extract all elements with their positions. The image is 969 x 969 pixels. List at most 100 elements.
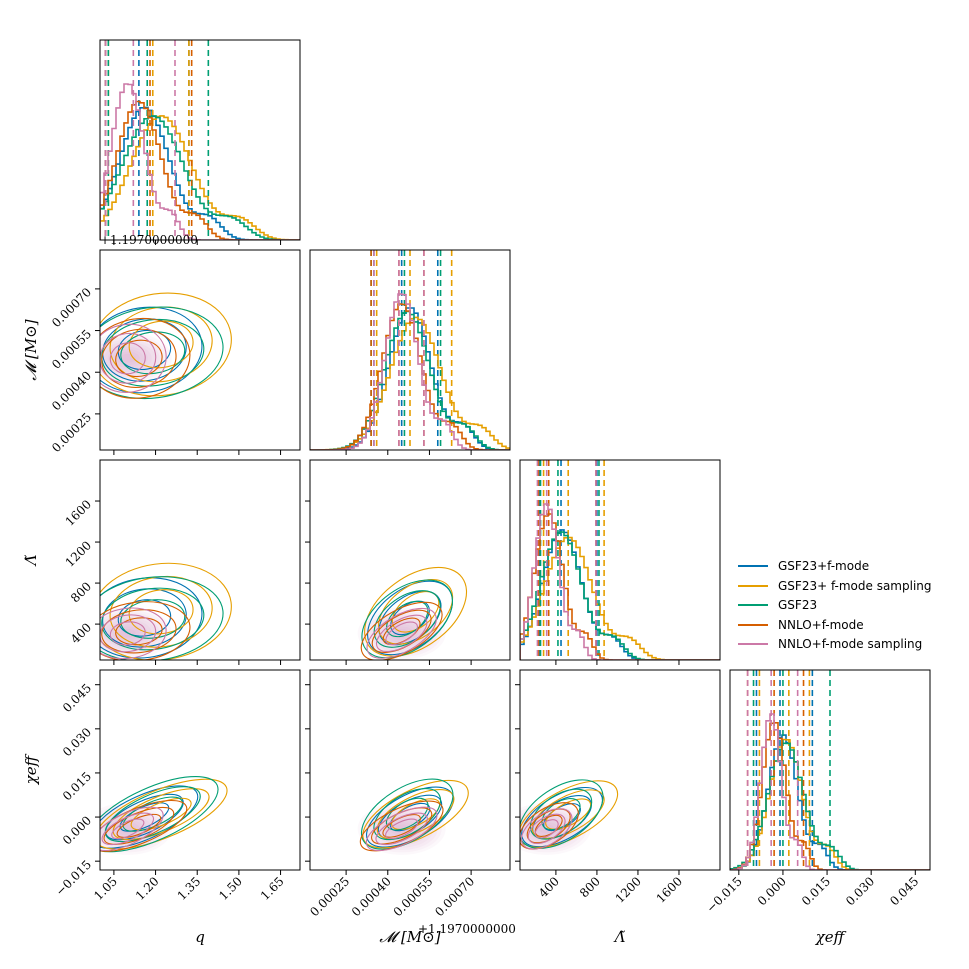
contour-mc-lt-series-4-0 [385, 621, 418, 646]
contour-q-lt-series-3-1 [101, 609, 177, 654]
density-shade [115, 822, 140, 836]
legend: GSF23+f-mode GSF23+ f-mode sampling GSF2… [738, 559, 932, 651]
x-tick-label-chi-1: 0.000 [755, 874, 789, 908]
density-shade [100, 812, 156, 846]
contour-q-lt-series-2-2 [100, 576, 224, 660]
x-tick-label-chi-2: 0.015 [799, 874, 833, 908]
y-tick-label-chi-3: 0.030 [60, 725, 94, 759]
contour-q-chi-series-2-0 [122, 796, 184, 832]
histogram-q-series-3 [100, 100, 300, 240]
panel-frame-q-lt [99, 459, 301, 661]
legend-entry-1: GSF23+ f-mode sampling [778, 579, 932, 593]
contour-mc-lt-series-3-2 [360, 601, 443, 660]
histogram-q-series-0 [100, 106, 300, 240]
contour-q-lt-series-3-2 [100, 601, 191, 660]
contour-q-chi-series-1-0 [130, 797, 192, 831]
contour-q-chi-series-1-2 [100, 778, 228, 850]
histogram-mc-series-4 [310, 293, 510, 450]
y-tick-label-mc-0: 0.00025 [49, 410, 94, 455]
y-tick-label-mc-3: 0.00070 [49, 285, 94, 330]
panel-frame-lt-lt [519, 459, 721, 661]
x-tick-label-mc-2: 0.00055 [391, 874, 436, 919]
x-tick-label-lt-2: 1200 [613, 874, 644, 905]
y-tick-label-lt-1: 800 [68, 579, 94, 605]
panel-frame-mc-lt [309, 459, 511, 661]
y-tick-label-lt-0: 400 [68, 620, 94, 646]
panel-chi-chi-content [730, 670, 930, 870]
contour-mc-chi-series-1-2 [362, 779, 469, 849]
histogram-lt-series-4 [520, 503, 720, 660]
panel-mc-mc-content [310, 250, 510, 450]
contour-q-mc-series-2-0 [120, 331, 186, 375]
histogram-q-series-1 [100, 115, 300, 240]
y-tick-label-chi-2: 0.015 [60, 769, 94, 803]
panel-lt-chi-content [520, 779, 619, 855]
contour-q-chi-series-3-2 [100, 799, 188, 852]
x-axis-label-lt: Λ̃ [613, 928, 626, 946]
panel-q-lt-content [100, 562, 232, 660]
x-tick-label-mc-3: 0.00070 [432, 874, 477, 919]
x-tick-label-lt-0: 400 [536, 874, 562, 900]
panel-q-mc-content [100, 292, 232, 400]
y-tick-label-chi-4: 0.045 [60, 681, 94, 715]
contour-mc-lt-series-4-2 [366, 607, 437, 659]
contour-mc-chi-series-4-2 [365, 806, 438, 852]
panel-q-q-content [100, 40, 300, 240]
contour-q-mc-series-4-2 [100, 323, 167, 393]
x-tick-label-q-2: 1.35 [175, 874, 204, 903]
y-tick-label-chi-0: −0.015 [53, 857, 94, 898]
panel-frame-q-q [99, 39, 301, 241]
panel-frame-q-mc [99, 249, 301, 451]
density-shade [111, 349, 144, 368]
histogram-q-series-4 [100, 83, 300, 240]
contour-q-chi-series-4-2 [100, 806, 164, 852]
legend-entry-3: NNLO+f-mode [778, 618, 864, 632]
contour-q-chi-series-2-1 [104, 786, 201, 843]
mc-offset-label-bottom: +1.1970000000 [418, 922, 516, 936]
x-tick-label-q-3: 1.50 [216, 874, 245, 903]
histogram-chi-series-4 [730, 713, 930, 870]
contour-q-lt-series-4-2 [100, 607, 167, 660]
contour-q-mc-series-3-1 [101, 328, 177, 388]
contour-lt-chi-series-1-0 [545, 798, 592, 830]
contour-q-chi-series-4-1 [101, 812, 155, 846]
histogram-chi-series-1 [730, 738, 930, 870]
y-tick-label-mc-1: 0.00040 [49, 368, 94, 413]
panel-frame-mc-chi [309, 669, 511, 871]
x-axis-label-chi: χeff [815, 928, 847, 946]
panel-mc-chi-content [357, 778, 469, 855]
x-tick-label-chi-3: 0.030 [843, 874, 877, 908]
density-shade [381, 621, 422, 645]
histogram-mc-series-3 [310, 303, 510, 450]
y-axis-label-mc: 𝓜 [M⊙] [22, 319, 40, 380]
contour-lt-chi-series-3-2 [520, 802, 579, 850]
contour-lt-chi-series-4-2 [520, 808, 573, 850]
y-axis-label-chi: χeff [22, 753, 40, 785]
x-tick-label-mc-0: 0.00025 [307, 874, 352, 919]
panel-frame-q-chi [99, 669, 301, 871]
x-tick-label-mc-1: 0.00040 [349, 874, 394, 919]
x-tick-label-lt-1: 800 [577, 874, 603, 900]
contour-mc-lt-series-2-2 [361, 579, 454, 659]
legend-entry-4: NNLO+f-mode sampling [778, 637, 922, 651]
x-axis-label-q: q [195, 928, 205, 946]
contour-q-mc-series-0-1 [102, 318, 187, 382]
contour-q-lt-series-3-0 [115, 617, 163, 646]
x-tick-label-chi-4: 0.045 [887, 874, 921, 908]
contour-q-mc-series-1-2 [100, 292, 232, 397]
panel-frame-lt-chi [519, 669, 721, 871]
mc-offset-label-top: +1.1970000000 [100, 233, 198, 247]
contour-mc-lt-series-2-0 [386, 600, 429, 638]
contour-mc-lt-series-1-2 [364, 566, 468, 657]
contour-q-lt-series-4-0 [109, 621, 146, 646]
x-tick-label-chi-0: −0.015 [704, 874, 745, 915]
x-tick-label-lt-3: 1600 [654, 874, 685, 905]
x-tick-label-q-1: 1.20 [133, 874, 162, 903]
contour-q-mc-series-0-2 [100, 306, 203, 394]
x-tick-label-q-0: 1.05 [91, 874, 120, 903]
legend-entry-2: GSF23 [778, 598, 817, 612]
y-axis-label-lt: Λ̃ [22, 554, 40, 567]
contour-mc-lt-series-4-1 [375, 614, 428, 652]
